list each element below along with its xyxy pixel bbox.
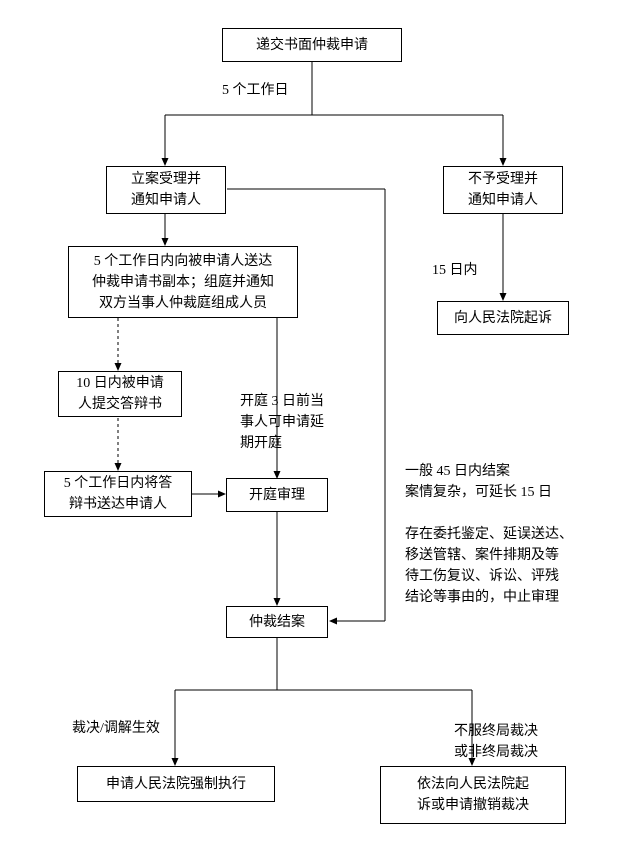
node-text: 立案受理并通知申请人 — [131, 169, 201, 211]
node-text: 申请人民法院强制执行 — [106, 774, 246, 795]
node-text: 向人民法院起诉 — [454, 308, 552, 329]
node-enforce: 申请人民法院强制执行 — [77, 766, 275, 802]
node-text: 不予受理并通知申请人 — [468, 169, 538, 211]
node-serve-documents: 5 个工作日内向被申请人送达仲裁申请书副本；组庭并通知双方当事人仲裁庭组成人员 — [68, 246, 298, 318]
node-appeal: 依法向人民法院起诉或申请撤销裁决 — [380, 766, 566, 824]
label-disagree-ruling: 不服终局裁决 或非终局裁决 — [454, 700, 538, 763]
label-postpone-hearing: 开庭 3 日前当 事人可申请延 期开庭 — [240, 370, 370, 454]
node-submit-application: 递交书面仲裁申请 — [222, 28, 402, 62]
node-text: 依法向人民法院起诉或申请撤销裁决 — [417, 774, 529, 816]
node-reject-case: 不予受理并通知申请人 — [443, 166, 563, 214]
node-text: 5 个工作日内将答辩书送达申请人 — [64, 473, 173, 515]
node-accept-case: 立案受理并通知申请人 — [106, 166, 226, 214]
node-text: 10 日内被申请人提交答辩书 — [76, 373, 164, 415]
node-text: 递交书面仲裁申请 — [256, 35, 368, 56]
node-hearing: 开庭审理 — [226, 478, 328, 512]
node-text: 仲裁结案 — [249, 612, 305, 633]
label-case-duration: 一般 45 日内结案 案情复杂，可延长 15 日 存在委托鉴定、延误送达、 移送… — [405, 440, 600, 608]
node-conclude: 仲裁结案 — [226, 606, 328, 638]
node-text: 开庭审理 — [249, 485, 305, 506]
node-sue-to-court: 向人民法院起诉 — [437, 301, 569, 335]
node-text: 5 个工作日内向被申请人送达仲裁申请书副本；组庭并通知双方当事人仲裁庭组成人员 — [92, 251, 274, 314]
node-respondent-defense: 10 日内被申请人提交答辩书 — [58, 371, 182, 417]
node-deliver-defense: 5 个工作日内将答辩书送达申请人 — [44, 471, 192, 517]
label-ruling-effective: 裁决/调解生效 — [72, 718, 160, 739]
label-15-days: 15 日内 — [432, 260, 478, 281]
label-5-workdays: 5 个工作日 — [222, 80, 289, 101]
